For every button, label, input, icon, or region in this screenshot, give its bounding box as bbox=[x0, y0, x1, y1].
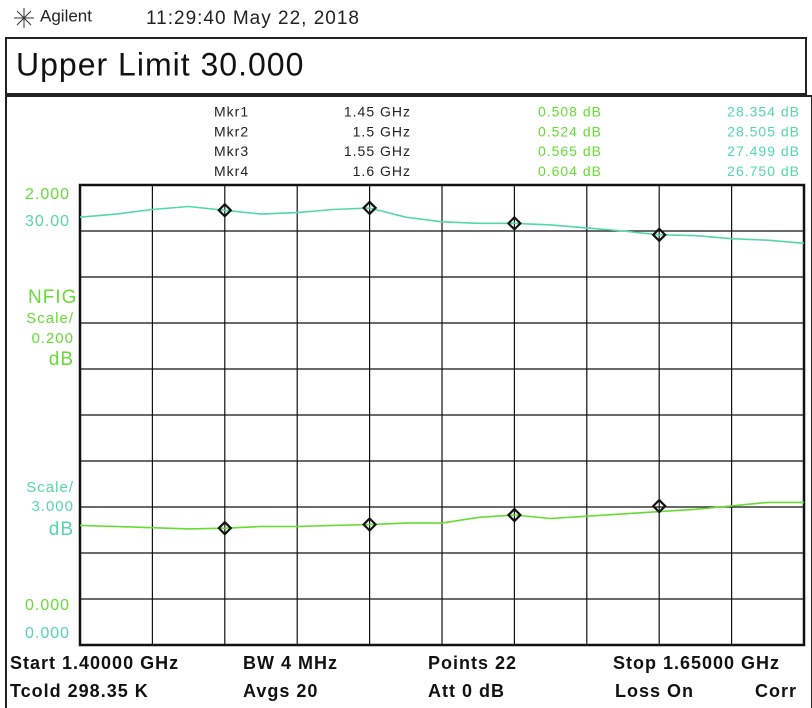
marker-name: Mkr3 bbox=[214, 143, 249, 159]
gain-scale-caption: Scale/ bbox=[26, 479, 74, 496]
logo bbox=[14, 8, 34, 28]
marker-gain: 28.505 dB bbox=[727, 123, 800, 139]
marker-freq: 1.6 GHz bbox=[353, 163, 411, 179]
marker-gain: 26.750 dB bbox=[727, 163, 800, 179]
gain-scale: 3.000 bbox=[31, 498, 74, 515]
timestamp: 11:29:40 May 22, 2018 bbox=[146, 8, 360, 29]
marker-name: Mkr4 bbox=[214, 163, 249, 179]
footer-item: Loss On bbox=[615, 681, 694, 701]
brand: Agilent bbox=[40, 6, 92, 25]
marker-gain: 28.354 dB bbox=[727, 104, 800, 120]
nf-scale-caption: Scale/ bbox=[26, 310, 74, 327]
footer-item: Corr bbox=[755, 681, 797, 701]
marker-nf: 0.604 dB bbox=[538, 163, 602, 179]
nf-axis-name: NFIG bbox=[28, 287, 77, 308]
marker-nf: 0.565 dB bbox=[538, 143, 602, 159]
nf-unit: dB bbox=[49, 349, 74, 370]
gain-marker bbox=[362, 200, 378, 216]
nf-marker bbox=[362, 516, 378, 533]
gain-marker bbox=[217, 202, 233, 218]
gain-tick-label: 0.000 bbox=[25, 625, 70, 642]
gain-unit: dB bbox=[49, 519, 74, 540]
plot-frame bbox=[78, 183, 806, 647]
trace bbox=[79, 205, 805, 245]
trace bbox=[79, 501, 804, 530]
footer-item: Stop 1.65000 GHz bbox=[613, 653, 780, 673]
marker-name: Mkr2 bbox=[214, 123, 249, 139]
gain-tick-label: 30.00 bbox=[25, 213, 70, 230]
marker-freq: 1.5 GHz bbox=[353, 123, 411, 139]
marker-gain: 27.499 dB bbox=[727, 143, 800, 159]
gain-marker bbox=[506, 215, 522, 231]
nf-scale: 0.200 bbox=[31, 330, 74, 347]
marker-nf: 0.524 dB bbox=[538, 123, 602, 139]
footer-item: Tcold 298.35 K bbox=[10, 681, 149, 701]
title: Upper Limit 30.000 bbox=[16, 46, 304, 82]
marker-freq: 1.55 GHz bbox=[344, 143, 411, 159]
footer-item: Avgs 20 bbox=[243, 681, 318, 701]
nf-marker bbox=[651, 498, 667, 514]
marker-freq: 1.45 GHz bbox=[344, 104, 411, 120]
main-panel bbox=[5, 95, 812, 708]
footer-item: BW 4 MHz bbox=[243, 653, 338, 673]
nf-marker bbox=[217, 520, 233, 536]
title-box bbox=[5, 37, 807, 95]
marker-nf: 0.508 dB bbox=[538, 104, 602, 120]
footer-item: Start 1.40000 GHz bbox=[10, 653, 179, 673]
footer-item: Points 22 bbox=[428, 653, 517, 673]
footer-item: Att 0 dB bbox=[428, 681, 505, 701]
marker-name: Mkr1 bbox=[214, 104, 249, 120]
nf-tick-label: 0.000 bbox=[25, 597, 70, 614]
nf-marker bbox=[506, 507, 522, 523]
gain-marker bbox=[651, 227, 667, 243]
nf-tick-label: 2.000 bbox=[25, 186, 70, 203]
